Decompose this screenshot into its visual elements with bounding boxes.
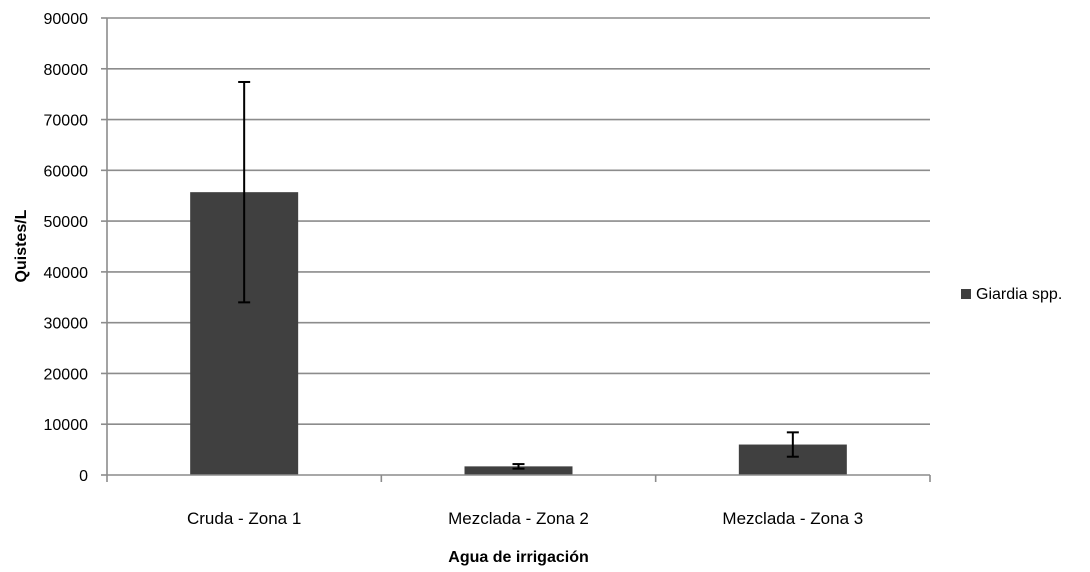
- y-tick-label: 40000: [44, 265, 89, 282]
- error-bars: [238, 80, 799, 470]
- y-tick-label: 20000: [44, 366, 89, 383]
- y-tick-label: 60000: [44, 163, 89, 180]
- bars: [190, 192, 847, 475]
- x-axis-title: Agua de irrigación: [448, 549, 588, 566]
- legend-label: Giardia spp.: [976, 286, 1062, 303]
- x-tick-label: Mezclada - Zona 3: [722, 509, 863, 528]
- x-tick-label: Cruda - Zona 1: [187, 509, 301, 528]
- x-tick-labels: Cruda - Zona 1 Mezclada - Zona 2 Mezclada …: [187, 509, 863, 528]
- y-tick-label: 0: [79, 468, 88, 485]
- y-tick-label: 30000: [44, 316, 89, 333]
- y-tick-label: 90000: [44, 11, 89, 28]
- x-tick-label: Mezclada - Zona 2: [448, 509, 589, 528]
- y-tick-labels: 0 10000 20000 30000 40000 50000 60000 70000 8000…: [44, 11, 89, 485]
- y-tick-label: 10000: [44, 417, 89, 434]
- y-axis-title: Quistes/L: [13, 209, 30, 282]
- y-tick-label: 70000: [44, 113, 89, 130]
- bar: [464, 466, 573, 475]
- y-tick-label: 80000: [44, 62, 89, 79]
- legend-swatch: [961, 289, 971, 299]
- y-tick-label: 50000: [44, 214, 89, 231]
